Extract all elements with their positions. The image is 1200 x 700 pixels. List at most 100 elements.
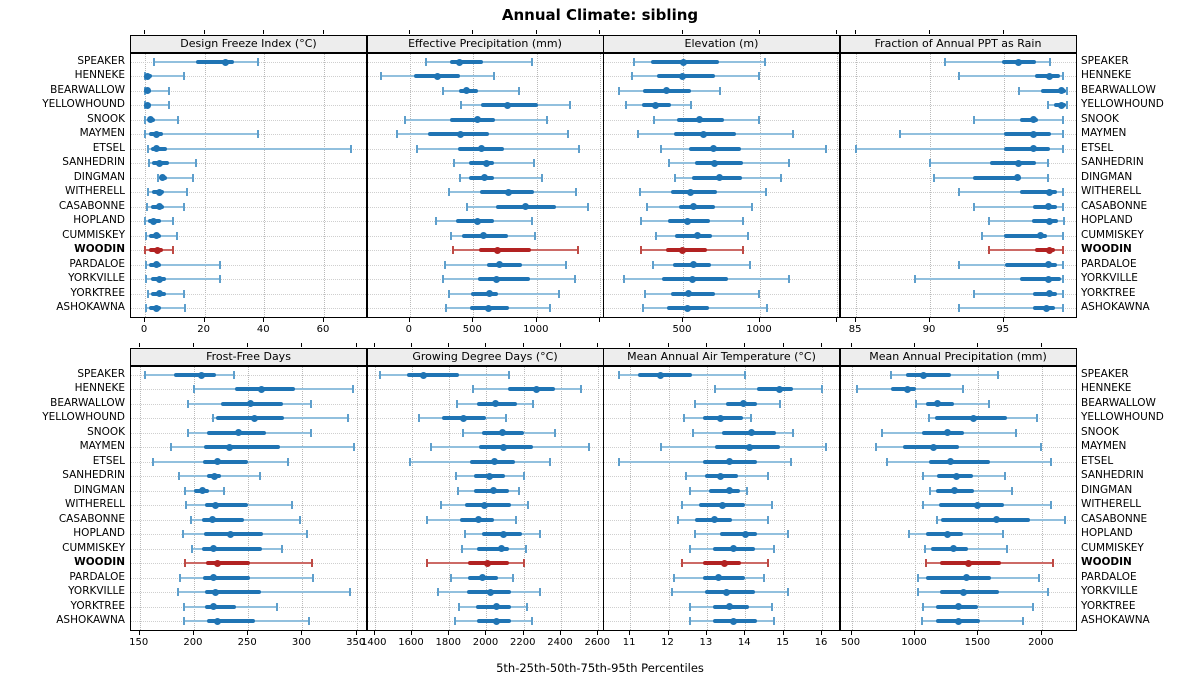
whisker-cap-low	[192, 385, 195, 394]
whisker-line	[443, 89, 520, 92]
median-dot	[159, 174, 167, 182]
median-dot	[952, 472, 960, 480]
median-dot	[155, 188, 163, 196]
whisker-cap-high	[1066, 86, 1069, 95]
axis-tick-top	[1040, 343, 1042, 347]
whisker-cap-low	[958, 188, 961, 197]
iqr-box	[206, 619, 255, 623]
site-label-left: HENNEKE	[74, 382, 125, 395]
site-label-right: CASABONNE	[1081, 199, 1148, 212]
whisker-cap-high	[767, 515, 770, 524]
site-label-left: YORKVILLE	[68, 585, 125, 598]
gridline-horizontal	[131, 221, 366, 223]
site-label-right: SANHEDRIN	[1081, 469, 1144, 482]
axis-tick-bottom	[322, 318, 324, 322]
whisker-cap-high	[787, 159, 790, 168]
whisker-cap-high	[1061, 188, 1064, 197]
site-label-right: HENNEKE	[1081, 382, 1132, 395]
whisker-cap-high	[766, 304, 769, 312]
whisker-line	[145, 89, 169, 92]
median-dot	[480, 232, 488, 240]
whisker-cap-high	[764, 188, 767, 197]
whisker-line	[959, 75, 1063, 78]
median-dot	[711, 159, 719, 167]
whisker-cap-low	[618, 86, 621, 95]
gridline-vertical	[560, 367, 562, 630]
axis-tick-bottom	[138, 631, 140, 635]
whisker-cap-high	[512, 573, 515, 582]
whisker-cap-high	[569, 101, 572, 110]
axis-tick-top	[977, 343, 979, 347]
median-dot	[726, 487, 734, 495]
axis-tick-bottom	[855, 318, 857, 322]
whisker-cap-high	[176, 115, 179, 124]
median-dot	[741, 530, 749, 538]
panel-strip: Growing Degree Days (°C)	[366, 348, 604, 366]
iqr-box	[657, 74, 715, 79]
iqr-box	[926, 575, 992, 580]
whisker-cap-high	[171, 217, 174, 226]
gridline-horizontal	[840, 250, 1076, 252]
site-label-right: DINGMAN	[1081, 170, 1133, 183]
axis-tick-top	[782, 343, 784, 347]
whisker-cap-low	[190, 544, 193, 553]
whisker-cap-high	[792, 428, 795, 437]
whisker-cap-low	[943, 58, 946, 66]
whisker-cap-high	[541, 173, 544, 182]
iqr-box	[1040, 88, 1066, 93]
iqr-box	[670, 291, 715, 296]
figure-title: Annual Climate: sibling	[501, 6, 699, 24]
whisker-cap-high	[786, 588, 789, 597]
whisker-cap-low	[680, 559, 683, 568]
whisker-cap-high	[767, 559, 770, 568]
axis-tick-top	[629, 343, 631, 347]
site-label-right: WOODIN	[1081, 556, 1132, 569]
whisker-cap-low	[889, 371, 892, 379]
whisker-cap-high	[287, 457, 290, 466]
site-label-right: CASABONNE	[1081, 512, 1148, 525]
axis-tick-top	[599, 30, 601, 34]
axis-tick-top	[835, 30, 837, 34]
median-dot	[500, 443, 508, 451]
median-dot	[491, 400, 499, 408]
gridline-vertical	[486, 367, 488, 630]
whisker-cap-high	[824, 443, 827, 452]
median-dot	[153, 261, 161, 269]
whisker-cap-low	[184, 559, 187, 568]
whisker-cap-high	[577, 144, 580, 153]
whisker-cap-low	[639, 217, 642, 226]
site-label-left: YELLOWHOUND	[42, 411, 125, 424]
whisker-cap-high	[586, 202, 589, 211]
whisker-cap-high	[167, 86, 170, 95]
whisker-cap-high	[1046, 588, 1049, 597]
median-dot	[951, 487, 959, 495]
whisker-cap-low	[144, 217, 147, 226]
whisker-cap-high	[1061, 289, 1064, 298]
whisker-cap-low	[472, 385, 475, 394]
iqr-box	[195, 60, 235, 64]
whisker-cap-high	[748, 260, 751, 269]
axis-tick-bottom	[705, 631, 707, 635]
median-dot	[499, 429, 507, 437]
median-dot	[209, 545, 217, 553]
whisker-cap-high	[276, 602, 279, 611]
median-dot	[474, 217, 482, 225]
axis-tick-top	[1002, 30, 1004, 34]
site-label-left: ETSEL	[92, 141, 125, 154]
axis-tick-top	[247, 343, 249, 347]
whisker-cap-high	[532, 159, 535, 168]
site-label-right: YORKTREE	[1081, 286, 1136, 299]
whisker-cap-high	[299, 515, 302, 524]
whisker-cap-high	[185, 188, 188, 197]
whisker-line	[145, 278, 220, 281]
iqr-box	[477, 277, 531, 282]
site-label-left: SANHEDRIN	[62, 469, 125, 482]
whisker-cap-high	[515, 515, 518, 524]
whisker-cap-low	[449, 231, 452, 240]
median-dot	[485, 304, 493, 312]
whisker-cap-low	[146, 188, 149, 197]
median-dot	[1029, 145, 1037, 153]
gridline-vertical	[759, 54, 761, 317]
whisker-cap-low	[404, 115, 407, 124]
whisker-cap-low	[157, 173, 160, 182]
